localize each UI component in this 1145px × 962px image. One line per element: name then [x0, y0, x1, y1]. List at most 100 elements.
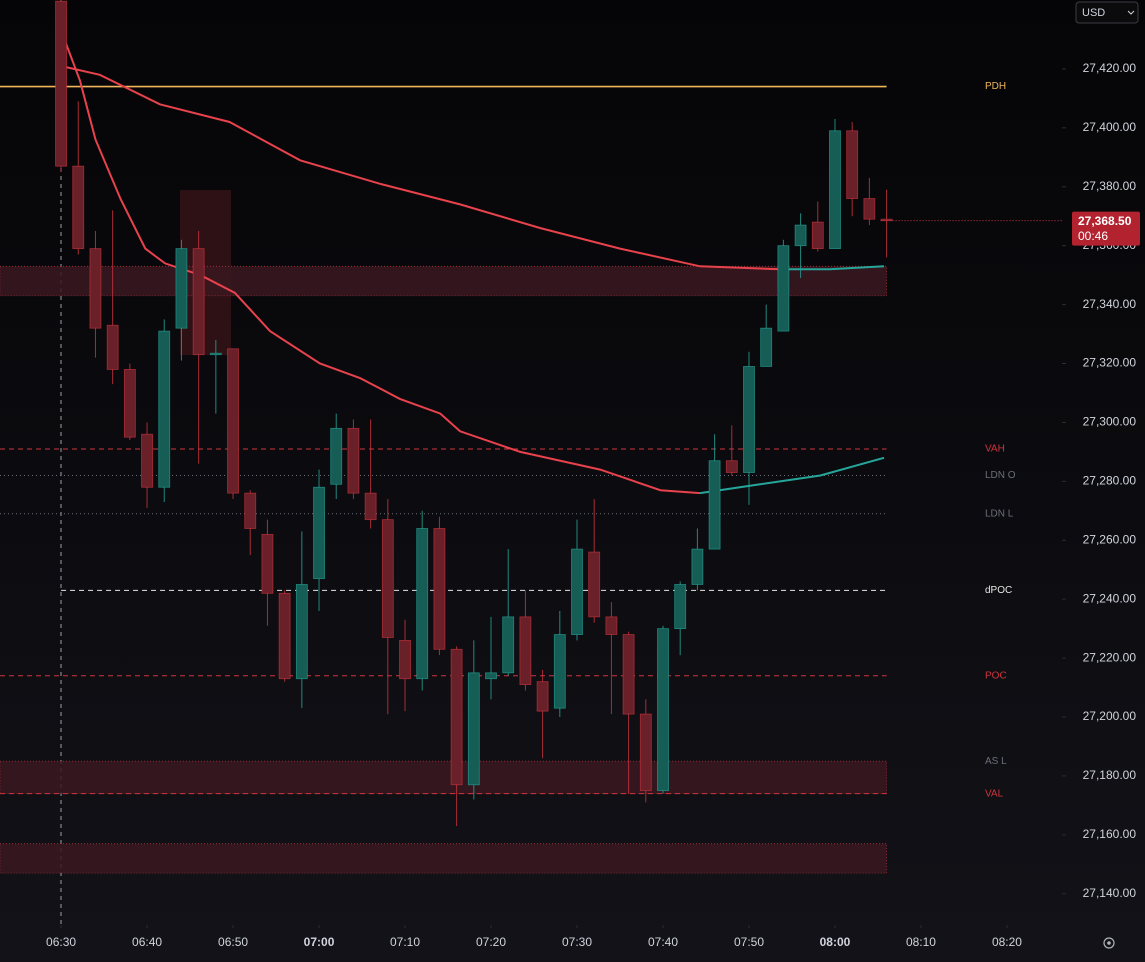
x-tick-label: 07:40	[648, 935, 678, 949]
x-tick-label: 08:00	[820, 935, 851, 949]
moving-average	[60, 30, 701, 495]
y-tick-label: 27,260.00	[1083, 532, 1137, 546]
candle-body	[399, 640, 411, 680]
candle-body	[536, 681, 549, 712]
candle-body	[725, 460, 738, 473]
y-tick-label: 27,200.00	[1083, 709, 1137, 723]
y-tick-label: 27,220.00	[1083, 650, 1137, 664]
plot-area: PDH VAH LDN O LDN L dPOC POC AS L VAL	[0, 0, 1016, 925]
x-tick-label: 07:50	[734, 935, 764, 949]
y-tick-label: 27,380.00	[1083, 179, 1137, 193]
y-tick-label: 27,320.00	[1083, 356, 1137, 370]
y-tick-label: 27,280.00	[1083, 474, 1137, 488]
candle-body	[295, 584, 308, 680]
candle-body	[829, 130, 841, 250]
x-tick-label: 07:00	[304, 935, 335, 949]
y-tick-label: 27,180.00	[1083, 768, 1137, 782]
y-tick-label: 27,300.00	[1083, 415, 1137, 429]
candle-body	[588, 551, 601, 618]
x-tick-label: 07:30	[562, 935, 592, 949]
candle-body	[863, 198, 876, 220]
level-label: LDN L	[985, 508, 1014, 519]
candle-body	[89, 248, 102, 329]
x-tick-label: 07:20	[476, 935, 506, 949]
candle-body	[519, 616, 532, 686]
gear-center[interactable]	[1107, 941, 1111, 945]
x-tick-label: 08:10	[906, 935, 936, 949]
dropdown-arrow[interactable]	[1127, 10, 1135, 15]
candle-body	[433, 528, 446, 650]
y-tick-label: 27,140.00	[1083, 886, 1137, 900]
candle-body	[502, 616, 515, 674]
x-tick-label: 07:10	[390, 935, 420, 949]
moving-average	[699, 456, 885, 495]
candle-body	[347, 427, 360, 494]
y-tick-label: 27,400.00	[1083, 120, 1137, 134]
level-label: PDH	[985, 81, 1006, 92]
candle-body	[416, 528, 429, 680]
candle-body	[175, 248, 188, 329]
candle-body	[639, 713, 652, 792]
moving-average	[779, 265, 885, 271]
y-tick-label: 27,420.00	[1083, 61, 1137, 75]
x-tick-label: 08:20	[992, 935, 1022, 949]
currency-label[interactable]: USD	[1082, 7, 1105, 19]
zone	[0, 265, 887, 297]
candle-body	[743, 366, 755, 473]
candle-body	[330, 427, 343, 485]
candle-body	[811, 221, 824, 250]
candle-body	[657, 628, 669, 792]
candle-body	[227, 348, 239, 494]
candle-body	[364, 492, 377, 521]
candle-body	[192, 248, 205, 356]
candle-body	[622, 634, 635, 715]
candle-body	[485, 672, 497, 680]
moving-average	[60, 65, 780, 271]
x-tick-label: 06:40	[132, 935, 162, 949]
candle-body	[846, 130, 859, 199]
candle-body	[123, 369, 136, 438]
level-label: dPOC	[985, 585, 1012, 596]
candle-body	[605, 616, 618, 635]
y-tick-label: 27,240.00	[1083, 591, 1137, 605]
candle-body	[553, 634, 566, 709]
level-label: VAH	[985, 444, 1005, 455]
candle-body	[244, 492, 257, 529]
candle-body	[278, 592, 291, 680]
candle-body	[467, 672, 480, 786]
zone	[0, 843, 887, 874]
candle-body	[674, 584, 687, 630]
candle-body	[760, 327, 773, 367]
candle-body	[72, 165, 85, 250]
level-label: LDN O	[985, 470, 1016, 481]
candle-body	[450, 648, 463, 786]
gear[interactable]	[1103, 937, 1115, 949]
candle-body	[794, 224, 807, 247]
zone	[0, 760, 887, 795]
candle-body	[381, 519, 394, 638]
level-label: VAL	[985, 788, 1004, 799]
candle-body	[261, 533, 274, 594]
currency-selector[interactable]: USD	[1075, 1, 1139, 24]
level-label: AS L	[985, 756, 1007, 767]
level-label: POC	[985, 670, 1007, 681]
currency-box[interactable]	[1075, 1, 1139, 24]
candle-body	[106, 324, 119, 370]
last-price-label: 27,368.50	[1078, 214, 1132, 228]
candle-body	[158, 330, 171, 488]
candle-body	[691, 548, 704, 585]
candle-body	[777, 245, 790, 332]
x-tick-label: 06:30	[46, 935, 76, 949]
x-tick-label: 06:50	[218, 935, 248, 949]
settings-icon[interactable]	[1103, 937, 1115, 949]
candle-body	[55, 0, 67, 167]
y-tick-label: 27,160.00	[1083, 827, 1137, 841]
countdown: 00:46	[1078, 229, 1108, 243]
candle-body	[141, 433, 153, 488]
last-price-badge	[1072, 211, 1140, 246]
candle-body	[571, 548, 583, 635]
candle-body	[708, 460, 721, 550]
candle-body	[313, 486, 325, 579]
